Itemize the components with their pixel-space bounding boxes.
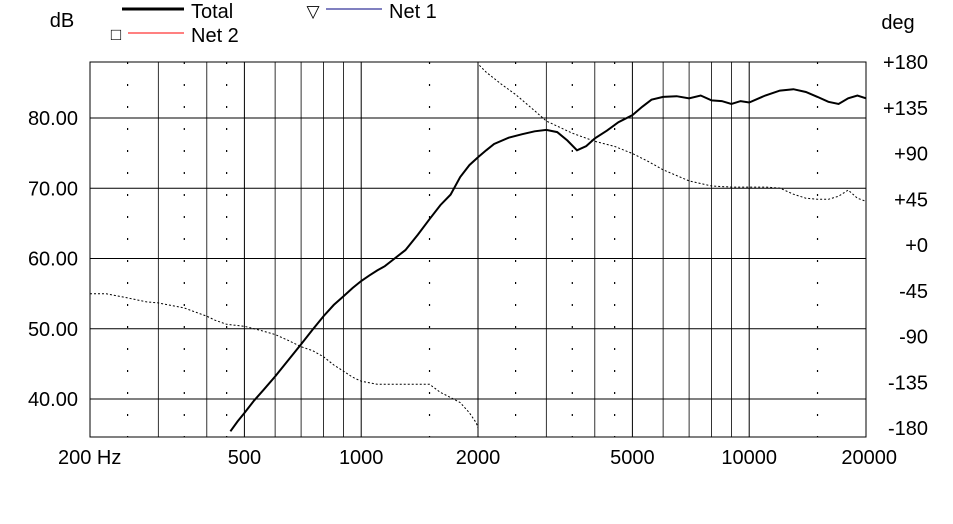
right-tick-label: -180 [888, 418, 928, 440]
legend-marker-net2: □ [111, 25, 121, 44]
right-tick-label: +0 [905, 235, 928, 257]
legend-marker-net1: ▽ [306, 2, 320, 21]
series-layer [90, 62, 867, 432]
left-tick-label: 80.00 [28, 108, 78, 130]
right-tick-label: -90 [899, 327, 928, 349]
left-axis-label: dB [50, 10, 74, 32]
left-tick-label: 50.00 [28, 319, 78, 341]
legend-label-net2: Net 2 [191, 25, 239, 47]
x-tick-label: 2000 [456, 447, 501, 469]
left-tick-label: 60.00 [28, 249, 78, 271]
grid-layer [89, 62, 867, 437]
right-axis-label: deg [881, 12, 914, 34]
left-tick-label: 40.00 [28, 389, 78, 411]
right-tick-label: +90 [894, 144, 928, 166]
x-tick-label: 20000 [841, 447, 897, 469]
series-total-line [229, 88, 867, 432]
right-tick-label: +180 [883, 52, 928, 74]
x-tick-label: 5000 [610, 447, 655, 469]
series-phase-line [90, 293, 479, 429]
axis-layer: 200 Hz 500 1000 2000 5000 10000 20000 80.00 70.0… [28, 10, 928, 469]
series-phase-line [477, 62, 867, 202]
x-tick-label: 10000 [721, 447, 777, 469]
x-tick-label: 200 Hz [58, 447, 121, 469]
legend-label-total: Total [191, 1, 233, 23]
legend-label-net1: Net 1 [389, 1, 437, 23]
legend: Total ▽ Net 1 □ Net 2 [111, 1, 437, 47]
left-tick-label: 70.00 [28, 178, 78, 200]
x-tick-label: 500 [228, 447, 261, 469]
right-tick-label: +45 [894, 189, 928, 211]
x-tick-label: 1000 [339, 447, 384, 469]
right-tick-label: -45 [899, 281, 928, 303]
right-tick-label: -135 [888, 372, 928, 394]
right-tick-label: +135 [883, 98, 928, 120]
